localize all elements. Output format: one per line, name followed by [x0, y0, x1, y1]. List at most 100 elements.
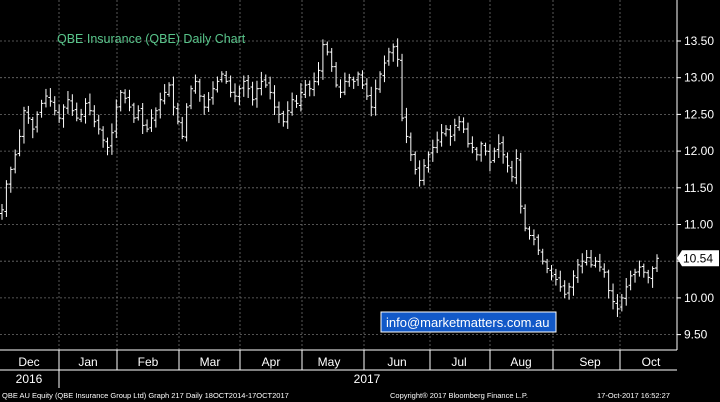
ohlc-bar: [70, 94, 75, 116]
ohlc-bar: [611, 283, 616, 310]
ohlc-bar: [509, 160, 514, 182]
ohlc-bar: [35, 111, 40, 133]
ohlc-bar: [290, 92, 295, 116]
y-tick-label: 12.50: [684, 107, 714, 121]
ohlc-bar: [641, 263, 646, 278]
info-email: info@marketmatters.com.au: [386, 315, 549, 330]
price-chart: 13.5013.0012.5012.0011.5011.0010.5010.00…: [0, 0, 720, 388]
ohlc-bar: [457, 116, 462, 131]
ohlc-bar: [272, 85, 277, 116]
ohlc-bar: [395, 38, 400, 67]
ohlc-bar: [237, 85, 242, 106]
ohlc-bar: [140, 103, 145, 135]
ohlc-bar: [545, 258, 550, 274]
ohlc-bar: [193, 74, 198, 94]
y-tick-label: 12.00: [684, 144, 714, 158]
ohlc-bar: [347, 73, 352, 87]
ohlc-bar: [624, 278, 629, 306]
ohlc-bar: [127, 89, 132, 112]
ohlc-bar: [523, 204, 528, 232]
ohlc-bar: [553, 268, 558, 286]
ohlc-bar: [338, 79, 343, 98]
ohlc-bar: [567, 282, 572, 300]
ohlc-bar: [655, 254, 659, 272]
x-month-label: Oct: [642, 355, 661, 369]
y-tick-label: 10.00: [684, 291, 714, 305]
ohlc-bar: [637, 260, 642, 277]
ohlc-bar: [48, 88, 53, 107]
last-price-marker: 10.54: [677, 250, 719, 267]
ohlc-bar: [246, 75, 251, 99]
last-price-tag: [677, 250, 719, 267]
ohlc-bar: [422, 159, 427, 186]
ohlc-bar: [215, 76, 220, 93]
ohlc-bar: [496, 134, 501, 159]
y-tick-label: 13.00: [684, 71, 714, 85]
ohlc-bar: [391, 43, 396, 62]
ohlc-bar: [303, 79, 308, 98]
ohlc-bar: [145, 119, 150, 133]
ohlc-bar: [101, 126, 106, 148]
ohlc-bar: [197, 78, 202, 102]
ohlc-bar: [171, 76, 176, 116]
ohlc-bar: [536, 234, 541, 255]
ohlc-bar: [514, 149, 519, 185]
ohlc-bar: [386, 47, 391, 66]
ohlc-bar: [4, 180, 9, 217]
ohlc-bar: [351, 76, 356, 89]
x-month-label: Jan: [78, 355, 97, 369]
x-month-label: Mar: [200, 355, 221, 369]
chart-title: QBE Insurance (QBE) Daily Chart: [57, 32, 246, 46]
ohlc-bar: [597, 253, 602, 272]
ohlc-bar: [131, 102, 136, 123]
ohlc-bar: [633, 268, 638, 283]
ohlc-bar: [263, 74, 268, 88]
ohlc-bar: [307, 80, 312, 97]
x-month-label: Aug: [510, 355, 531, 369]
ohlc-bar: [158, 92, 163, 119]
ohlc-bar: [316, 62, 321, 86]
ohlc-bar: [189, 85, 194, 110]
ohlc-bar: [373, 79, 378, 116]
ohlc-bar: [79, 108, 84, 123]
x-year-label: 2017: [354, 372, 381, 386]
ohlc-bar: [298, 83, 303, 112]
ohlc-bar: [175, 102, 180, 125]
ohlc-bar: [228, 75, 233, 98]
x-year-label: 2016: [16, 372, 43, 386]
chart-background: [0, 0, 720, 388]
y-tick-label: 11.50: [684, 181, 713, 195]
ohlc-bar: [439, 124, 444, 147]
ohlc-bar: [184, 103, 189, 142]
ohlc-bar: [83, 98, 88, 124]
ohlc-bar: [360, 70, 365, 89]
ohlc-bar: [452, 118, 457, 142]
ohlc-bar: [483, 142, 488, 156]
ohlc-bar: [531, 229, 536, 246]
ohlc-bar: [492, 147, 497, 163]
ohlc-bar: [505, 152, 510, 173]
ohlc-bar: [250, 81, 255, 106]
ohlc-bar: [268, 76, 273, 100]
ohlc-bar: [580, 253, 585, 274]
ohlc-bar: [540, 248, 545, 265]
ohlc-bar: [123, 89, 128, 104]
ohlc-bar: [589, 249, 594, 268]
x-month-label: Jul: [451, 355, 466, 369]
y-tick-label: 9.50: [684, 328, 708, 342]
ohlc-bar: [285, 101, 290, 129]
ohlc-bar: [356, 71, 361, 86]
footer-security-info: QBE AU Equity (QBE Insurance Group Ltd) …: [2, 391, 289, 400]
ohlc-bar: [461, 117, 466, 134]
footer: QBE AU Equity (QBE Insurance Group Ltd) …: [0, 388, 720, 402]
footer-timestamp: 17-Oct-2017 16:52:27: [597, 391, 670, 400]
ohlc-bar: [281, 110, 286, 127]
ohlc-bar: [52, 96, 57, 116]
ohlc-bar: [470, 136, 475, 154]
y-tick-label: 11.00: [684, 218, 713, 232]
ohlc-bar: [87, 93, 92, 116]
ohlc-bar: [224, 70, 229, 84]
ohlc-bar: [96, 114, 101, 135]
ohlc-bar: [650, 266, 655, 288]
ohlc-bar: [180, 116, 185, 140]
